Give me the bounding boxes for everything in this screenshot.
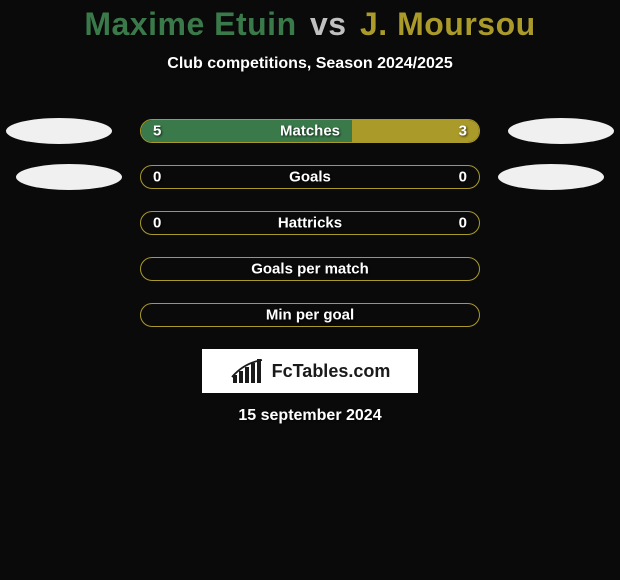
left-value: 5	[153, 123, 161, 140]
stat-row: Goals per match	[0, 257, 620, 281]
stat-label: Matches	[280, 123, 340, 140]
stat-rows: 5 Matches 3 0 Goals 0 0 Hattricks	[0, 119, 620, 327]
vs-separator: vs	[310, 6, 347, 42]
stat-row: 0 Goals 0	[0, 165, 620, 189]
date-label: 15 september 2024	[0, 407, 620, 425]
stat-label: Hattricks	[278, 215, 342, 232]
right-pill-icon	[498, 164, 604, 190]
left-value: 0	[153, 215, 161, 232]
stat-row: 5 Matches 3	[0, 119, 620, 143]
bar-chart-icon	[230, 357, 266, 385]
subtitle: Club competitions, Season 2024/2025	[0, 55, 620, 73]
stat-label: Goals per match	[251, 261, 369, 278]
right-value: 0	[459, 215, 467, 232]
right-pill-icon	[508, 118, 614, 144]
bar-track: Min per goal	[140, 303, 480, 327]
left-pill-icon	[16, 164, 122, 190]
content-wrapper: Maxime Etuin vs J. Moursou Club competit…	[0, 0, 620, 425]
stat-row: 0 Hattricks 0	[0, 211, 620, 235]
bar-track: 5 Matches 3	[140, 119, 480, 143]
bar-track: 0 Goals 0	[140, 165, 480, 189]
bar-track: Goals per match	[140, 257, 480, 281]
stat-row: Min per goal	[0, 303, 620, 327]
right-value: 3	[459, 123, 467, 140]
stat-label: Goals	[289, 169, 331, 186]
logo-text: FcTables.com	[272, 361, 391, 382]
left-pill-icon	[6, 118, 112, 144]
stat-label: Min per goal	[266, 307, 354, 324]
player1-name: Maxime Etuin	[84, 6, 296, 42]
right-value: 0	[459, 169, 467, 186]
player2-name: J. Moursou	[360, 6, 536, 42]
comparison-title: Maxime Etuin vs J. Moursou	[0, 6, 620, 43]
bar-track: 0 Hattricks 0	[140, 211, 480, 235]
logo-box: FcTables.com	[202, 349, 418, 393]
left-value: 0	[153, 169, 161, 186]
